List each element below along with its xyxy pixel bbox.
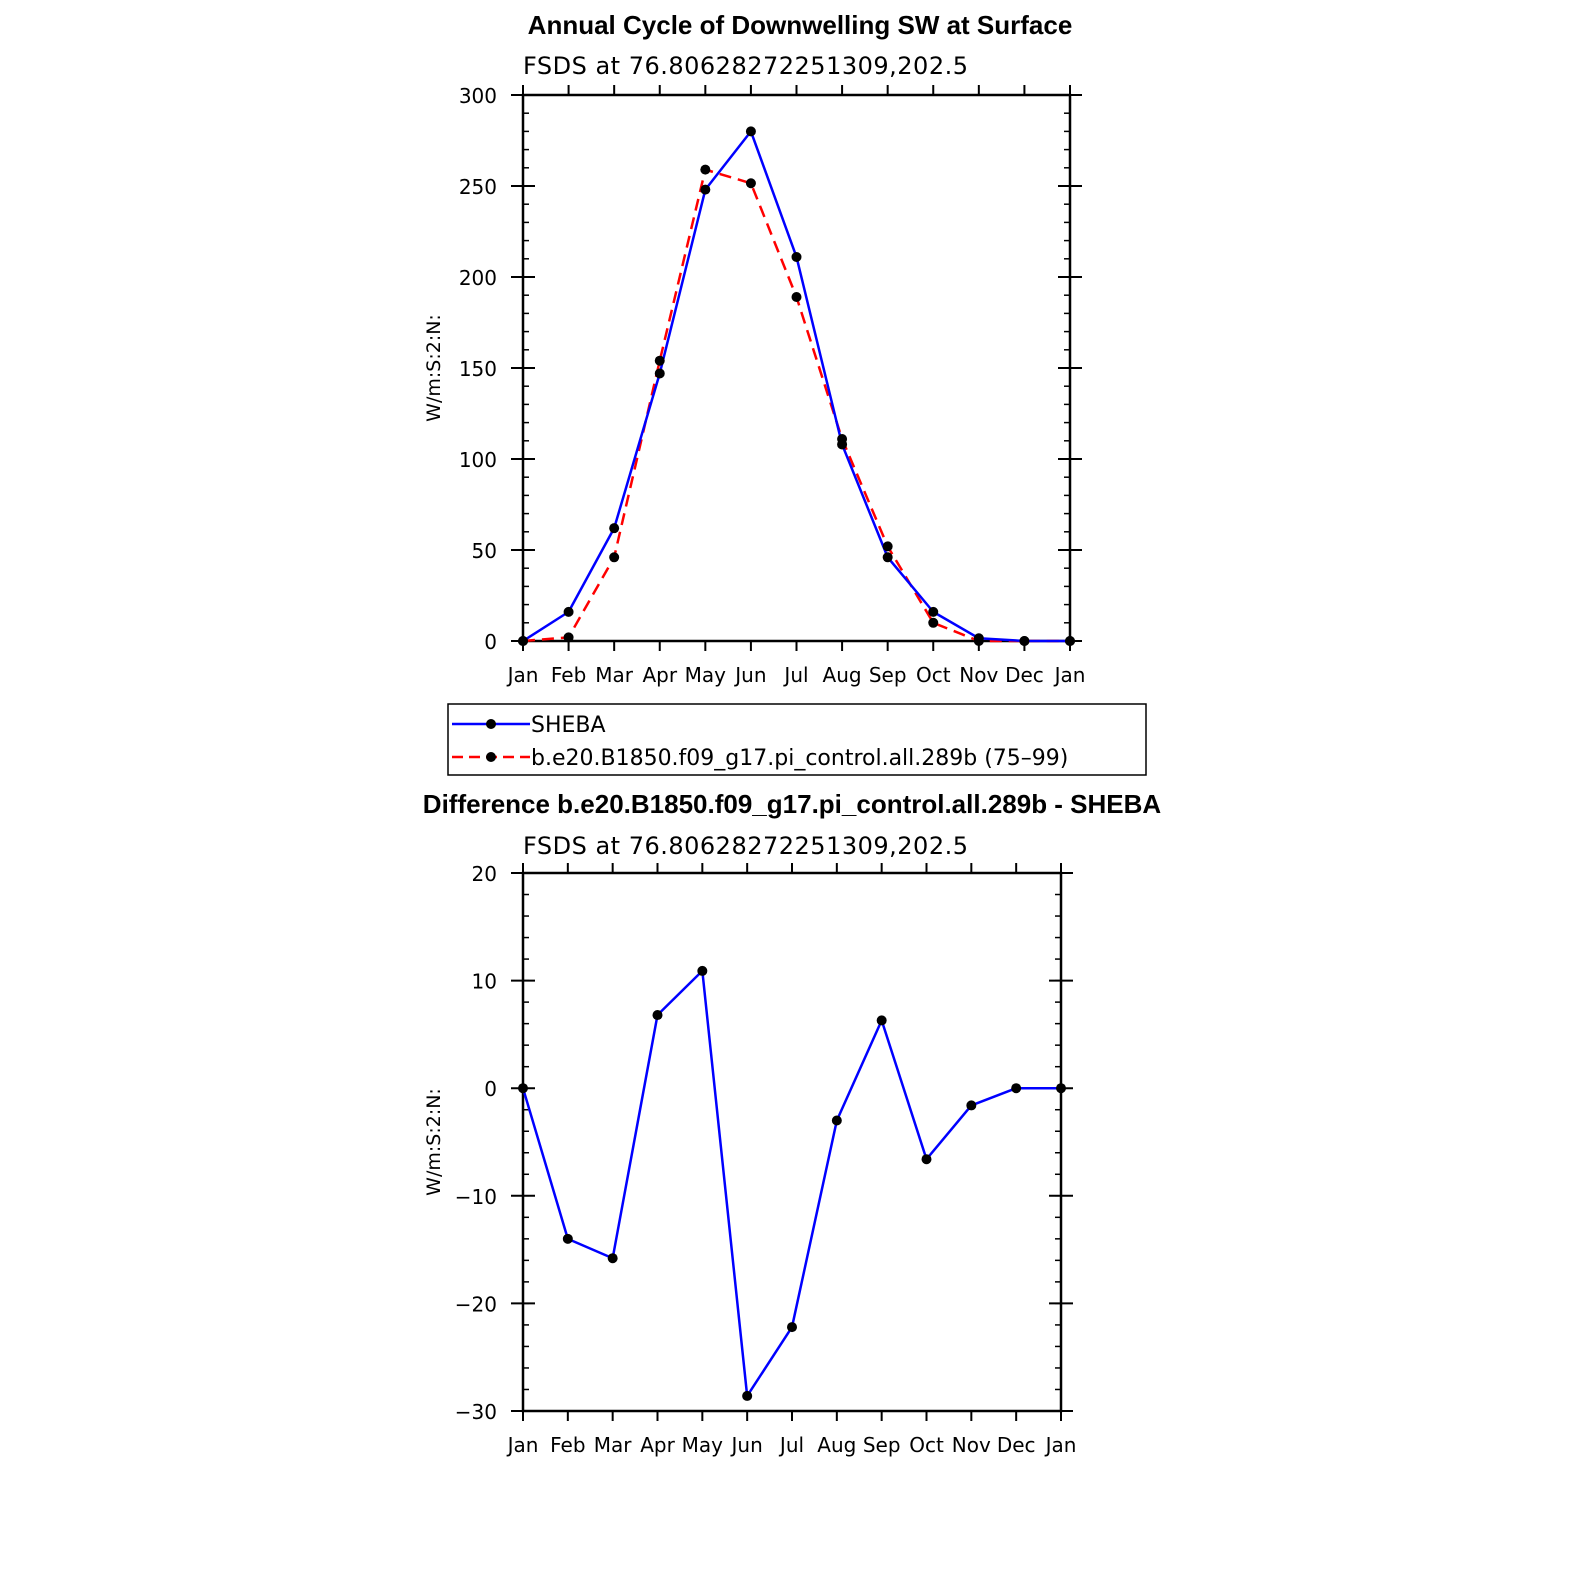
data-point-s0-2 (609, 523, 620, 534)
y-axis-label: W/m:S:2:N: (423, 314, 445, 422)
y-tick-label: 0 (484, 630, 497, 654)
data-point-s1-8 (882, 541, 893, 552)
x-tick-label: Sep (869, 663, 907, 687)
data-point-s1-0 (518, 636, 528, 646)
x-tick-label: Jan (506, 663, 539, 687)
data-point-s0-1 (563, 606, 574, 617)
data-point-s0-9 (928, 606, 939, 617)
data-point-s0-4 (700, 184, 711, 195)
legend-label-sheba: SHEBA (531, 713, 606, 738)
x-tick-label: Oct (916, 663, 951, 687)
data-point-s1-2 (609, 552, 620, 563)
legend-marker-sheba (486, 719, 496, 729)
x-tick-label: Jul (782, 663, 808, 687)
y-tick-label: 20 (472, 862, 497, 886)
legend-marker-model (486, 752, 496, 762)
annual-cycle-chart: Annual Cycle of Downwelling SW at Surfac… (423, 10, 1085, 687)
x-tick-label: Nov (959, 663, 998, 687)
data-point-s0-10 (966, 1100, 977, 1111)
data-point-s1-11 (1019, 636, 1030, 646)
data-point-s0-3 (654, 368, 665, 379)
x-tick-label: May (685, 663, 727, 687)
x-tick-label: Jun (730, 1433, 763, 1457)
data-point-s1-4 (700, 164, 711, 175)
x-tick-label: Apr (642, 663, 677, 687)
x-tick-label: Jan (506, 1433, 539, 1457)
plot-frame: Jan Feb Mar Apr May Jun Jul Aug Sep Oct Nov Dec Jan 0… (459, 84, 1086, 687)
y-tick-label: 0 (484, 1077, 497, 1101)
data-point-s0-5 (745, 126, 756, 137)
x-tick-label: Dec (1005, 663, 1044, 687)
x-tick-label: May (682, 1433, 724, 1457)
series-layer (518, 126, 1075, 646)
data-point-s0-6 (791, 251, 802, 262)
x-tick-label: Mar (594, 1433, 633, 1457)
data-point-s1-6 (791, 292, 802, 303)
data-point-s0-8 (876, 1015, 887, 1026)
x-tick-label: Apr (640, 1433, 675, 1457)
y-tick-label: 10 (472, 970, 497, 994)
difference-chart: Difference b.e20.B1850.f09_g17.pi_contro… (423, 789, 1162, 1457)
x-tick-label: Aug (823, 663, 862, 687)
data-point-s1-10 (973, 636, 984, 646)
y-tick-label: 150 (459, 357, 497, 381)
data-point-s0-0 (518, 1083, 528, 1094)
x-tick-label: Nov (952, 1433, 991, 1457)
chart-title: Annual Cycle of Downwelling SW at Surfac… (528, 10, 1073, 40)
x-tick-label: Jan (1053, 663, 1086, 687)
chart-title: Difference b.e20.B1850.f09_g17.pi_contro… (423, 789, 1162, 819)
y-tick-label: 300 (459, 84, 497, 108)
series-line-0 (522, 130, 1070, 643)
data-point-s1-12 (1065, 636, 1075, 646)
plot-frame: Jan Feb Mar Apr May Jun Jul Aug Sep Oct Nov Dec Jan−… (455, 862, 1077, 1457)
data-point-s1-1 (563, 632, 574, 643)
data-point-s0-11 (1011, 1083, 1022, 1094)
y-tick-label: 200 (459, 266, 497, 290)
y-axis-label: W/m:S:2:N: (423, 1088, 445, 1196)
data-point-s1-9 (928, 617, 939, 628)
legend: SHEBA b.e20.B1850.f09_g17.pi_control.all… (447, 703, 1147, 776)
x-tick-label: Dec (997, 1433, 1036, 1457)
data-point-s0-6 (787, 1322, 797, 1333)
y-tick-label: −30 (455, 1400, 497, 1424)
data-point-s0-7 (831, 1115, 842, 1126)
x-tick-label: Aug (817, 1433, 856, 1457)
data-point-s0-5 (742, 1390, 753, 1401)
chart-subtitle: FSDS at 76.80628272251309,202.5 (523, 52, 968, 80)
x-tick-label: Mar (595, 663, 634, 687)
data-point-s0-4 (697, 965, 708, 976)
plot-border (521, 93, 1072, 643)
x-tick-label: Feb (550, 1433, 585, 1457)
y-tick-label: 50 (472, 539, 497, 563)
chart-subtitle: FSDS at 76.80628272251309,202.5 (523, 832, 968, 860)
x-tick-label: Feb (551, 663, 586, 687)
y-tick-label: 100 (459, 448, 497, 472)
x-tick-label: Oct (909, 1433, 944, 1457)
x-tick-label: Sep (863, 1433, 901, 1457)
x-tick-label: Jan (1044, 1433, 1077, 1457)
data-point-s0-3 (652, 1010, 663, 1021)
data-point-s0-8 (882, 552, 893, 563)
y-tick-label: −20 (455, 1292, 497, 1316)
data-point-s1-7 (837, 433, 848, 444)
series-line-0 (521, 969, 1061, 1398)
data-point-s0-9 (921, 1154, 932, 1165)
x-tick-label: Jul (778, 1433, 804, 1457)
data-point-s1-5 (745, 178, 756, 189)
data-point-s0-1 (562, 1233, 573, 1244)
legend-box (447, 703, 1147, 776)
data-point-s1-3 (654, 355, 665, 366)
series-line-1 (522, 168, 1070, 643)
data-point-s0-2 (607, 1253, 618, 1264)
series-layer (518, 965, 1066, 1401)
y-tick-label: 250 (459, 175, 497, 199)
y-tick-label: −10 (455, 1185, 497, 1209)
x-tick-label: Jun (733, 663, 766, 687)
data-point-s0-12 (1056, 1083, 1066, 1094)
legend-label-model: b.e20.B1850.f09_g17.pi_control.all.289b … (531, 746, 1068, 771)
